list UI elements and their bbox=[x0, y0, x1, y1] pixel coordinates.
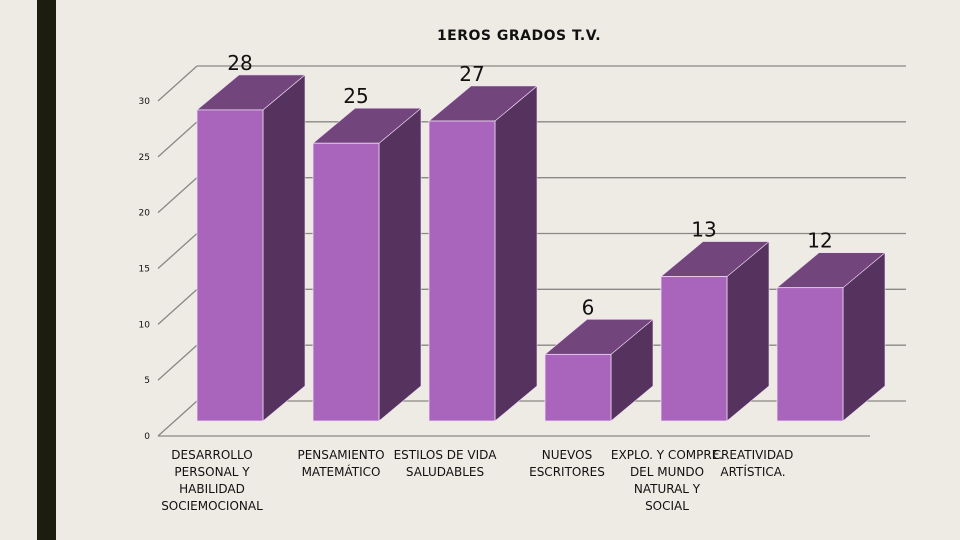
y-tick-label: 25 bbox=[139, 153, 150, 163]
bar bbox=[544, 353, 612, 422]
y-tick-label: 30 bbox=[139, 97, 151, 107]
category-label-line: NATURAL Y bbox=[633, 482, 701, 496]
gridline-diagonal bbox=[157, 65, 198, 102]
y-tick-label: 0 bbox=[144, 432, 150, 442]
bar bbox=[660, 276, 728, 422]
category-label: DESARROLLO PERSONAL Y HABILIDAD SOCIEMOCION… bbox=[147, 447, 277, 515]
gridline-diagonal bbox=[157, 344, 198, 381]
bar bbox=[312, 142, 380, 422]
chart-title: 1EROS GRADOS T.V. bbox=[436, 28, 602, 44]
category-label: EXPLO. Y COMPRE. DEL MUNDO NATURAL Y SOCIAL bbox=[602, 447, 732, 515]
y-tick-label: 10 bbox=[139, 320, 151, 330]
category-label-line: ESTILOS DE VIDA bbox=[393, 448, 497, 462]
category-label-line: PERSONAL Y bbox=[174, 465, 250, 479]
bar bbox=[776, 287, 844, 422]
gridline-diagonal bbox=[157, 400, 198, 437]
bar-side bbox=[494, 85, 538, 422]
y-tick-label: 5 bbox=[144, 376, 150, 386]
category-label-line: MATEMÁTICO bbox=[301, 465, 381, 479]
data-label: 12 bbox=[807, 229, 832, 253]
category-label-line: ESCRITORES bbox=[529, 465, 605, 479]
category-label-line: DEL MUNDO bbox=[629, 465, 705, 479]
category-label-line: SALUDABLES bbox=[405, 465, 485, 479]
bar-side bbox=[378, 107, 422, 422]
bar-side bbox=[262, 74, 306, 422]
category-label-line: NUEVOS bbox=[541, 448, 593, 462]
category-label-line: SOCIAL bbox=[645, 499, 689, 513]
y-tick-label: 15 bbox=[139, 265, 150, 275]
data-label: 25 bbox=[343, 84, 368, 108]
gridline-diagonal bbox=[157, 121, 198, 158]
data-label: 6 bbox=[582, 295, 595, 319]
category-label-line: EXPLO. Y COMPRE. bbox=[610, 448, 724, 462]
data-label: 27 bbox=[459, 62, 484, 86]
category-label: CREATIVIDAD ARTÍSTICA. bbox=[688, 447, 818, 481]
category-label: PENSAMIENTO MATEMÁTICO bbox=[276, 447, 406, 481]
category-label-line: PENSAMIENTO bbox=[297, 448, 385, 462]
data-label: 13 bbox=[691, 218, 716, 242]
slide-accent-bar bbox=[37, 0, 56, 540]
category-label: NUEVOS ESCRITORES bbox=[502, 447, 632, 481]
gridline-diagonal bbox=[157, 288, 198, 325]
category-label-line: HABILIDAD bbox=[179, 482, 245, 496]
category-label: ESTILOS DE VIDA SALUDABLES bbox=[380, 447, 510, 481]
category-label-line: DESARROLLO bbox=[171, 448, 253, 462]
category-label-line: ARTÍSTICA. bbox=[720, 465, 786, 479]
data-label: 28 bbox=[227, 51, 252, 75]
y-tick-label: 20 bbox=[139, 209, 151, 219]
gridline-diagonal bbox=[157, 177, 198, 214]
category-label-line: CREATIVIDAD bbox=[712, 448, 794, 462]
gridline-diagonal bbox=[157, 233, 198, 269]
bar bbox=[428, 120, 496, 422]
bar bbox=[196, 109, 264, 422]
category-label-line: SOCIEMOCIONAL bbox=[161, 499, 263, 513]
